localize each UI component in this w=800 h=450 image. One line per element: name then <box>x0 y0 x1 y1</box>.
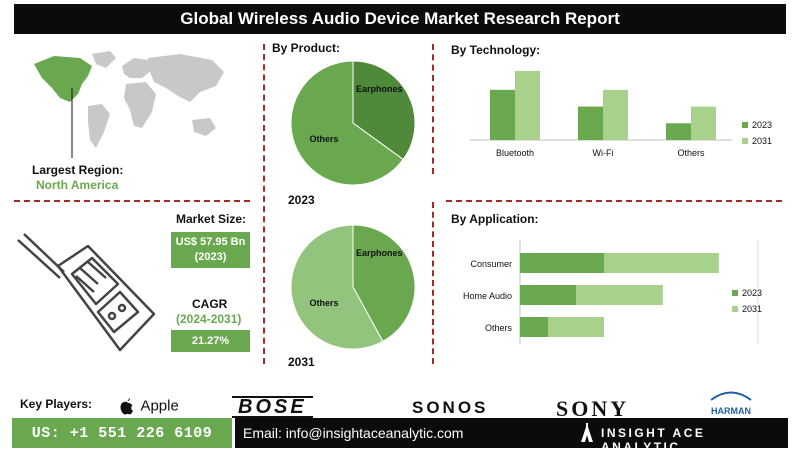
largest-region-value: North America <box>36 178 119 192</box>
cagr-value: 21.27% <box>191 334 230 347</box>
application-tick-label: Consumer <box>470 259 512 269</box>
pie-2023-label-others: Others <box>309 134 338 144</box>
brand-name: INSIGHT ACE ANALYTIC <box>601 426 706 450</box>
map-australia <box>192 118 216 136</box>
pie-2031-slice-others <box>290 224 384 350</box>
technology-legend-swatch-2031 <box>742 138 748 144</box>
product-heading: By Product: <box>272 41 341 55</box>
report-title: Global Wireless Audio Device Market Rese… <box>14 4 786 34</box>
footer-contact-bar: Email: info@insightaceanalytic.com INSIG… <box>235 418 788 450</box>
map-asia <box>148 54 224 102</box>
pie-2031-label-others: Others <box>309 298 338 308</box>
technology-tick-label: Bluetooth <box>496 148 534 158</box>
pie-2031-label-earphones: Earphones <box>356 248 403 258</box>
application-bar-consumer-2031 <box>604 253 719 273</box>
market-size-value: US$ 57.95 Bn <box>175 236 246 248</box>
insight-ace-logo-icon <box>581 423 593 442</box>
bose-logo: BOSE <box>232 396 313 418</box>
map-europe <box>122 58 152 78</box>
application-legend-swatch-2023 <box>732 290 738 296</box>
key-players-label: Key Players: <box>20 397 93 411</box>
technology-bar-wi-fi-2031 <box>603 89 628 140</box>
wireless-device-icon <box>17 233 156 352</box>
pie-2023-slice-others <box>290 60 404 186</box>
email-address[interactable]: Email: info@insightaceanalytic.com <box>243 425 464 441</box>
harman-arc-icon <box>710 391 752 401</box>
cagr-box: 21.27% <box>171 330 250 352</box>
application-heading: By Application: <box>451 212 539 226</box>
technology-heading: By Technology: <box>451 43 541 57</box>
application-legend-label-2023: 2023 <box>742 288 762 298</box>
pie-2023-year: 2023 <box>288 193 315 207</box>
application-legend-swatch-2031 <box>732 306 738 312</box>
technology-bar-bluetooth-2031 <box>515 70 540 140</box>
divider-right-horizontal <box>446 200 782 202</box>
application-bar-consumer-2023 <box>520 253 604 273</box>
technology-bar-chart: Bluetooth Wi-Fi Others 2023 2031 <box>470 70 772 158</box>
pie-2023: Earphones Others <box>290 60 416 186</box>
pie-2031-year: 2031 <box>288 355 315 369</box>
map-africa <box>124 82 156 128</box>
technology-bar-others-2023 <box>666 123 691 140</box>
technology-tick-label: Wi-Fi <box>593 148 614 158</box>
technology-legend-label-2023: 2023 <box>752 120 772 130</box>
phone-number[interactable]: US: +1 551 226 6109 <box>12 418 232 448</box>
market-size-box: US$ 57.95 Bn (2023) <box>171 232 250 268</box>
application-bar-others-2023 <box>520 317 548 337</box>
apple-logo: Apple <box>118 396 179 416</box>
application-bar-chart: Consumer Home Audio Others 2023 2031 <box>463 240 762 344</box>
largest-region-label: Largest Region: <box>32 163 124 177</box>
technology-legend-label-2031: 2031 <box>752 136 772 146</box>
map-south-america <box>88 104 110 148</box>
cagr-period: (2024-2031) <box>176 312 242 326</box>
world-map <box>34 51 224 158</box>
harman-logo-text: HARMAN <box>711 406 751 416</box>
pie-2023-label-earphones: Earphones <box>356 84 403 94</box>
pie-2023-slice-earphones <box>352 60 416 161</box>
map-greenland <box>92 51 116 68</box>
sony-logo: SONY <box>556 396 630 421</box>
pie-2031: Earphones Others <box>290 224 416 350</box>
market-size-year: (2023) <box>194 251 227 263</box>
map-north-america <box>34 56 92 102</box>
pie-2031-slice-earphones <box>352 224 416 343</box>
harman-logo: HARMAN <box>706 388 756 416</box>
divider-right-top <box>432 44 434 174</box>
application-tick-label: Home Audio <box>463 291 512 301</box>
application-bar-home-audio-2031 <box>576 285 663 305</box>
technology-bar-others-2031 <box>691 106 716 140</box>
application-tick-label: Others <box>485 323 513 333</box>
technology-bar-bluetooth-2023 <box>490 89 515 140</box>
application-legend-label-2031: 2031 <box>742 304 762 314</box>
divider-right-bottom <box>432 202 434 364</box>
technology-legend-swatch-2023 <box>742 122 748 128</box>
divider-left-horizontal <box>14 200 250 202</box>
application-bar-home-audio-2023 <box>520 285 576 305</box>
sonos-logo: SONOS <box>412 398 489 417</box>
apple-icon <box>120 398 133 415</box>
market-size-label: Market Size: <box>176 212 247 226</box>
apple-logo-text: Apple <box>140 397 179 415</box>
divider-left <box>263 44 265 364</box>
application-bar-others-2031 <box>548 317 604 337</box>
cagr-label: CAGR <box>192 297 228 311</box>
technology-tick-label: Others <box>677 148 705 158</box>
technology-bar-wi-fi-2023 <box>578 106 603 140</box>
